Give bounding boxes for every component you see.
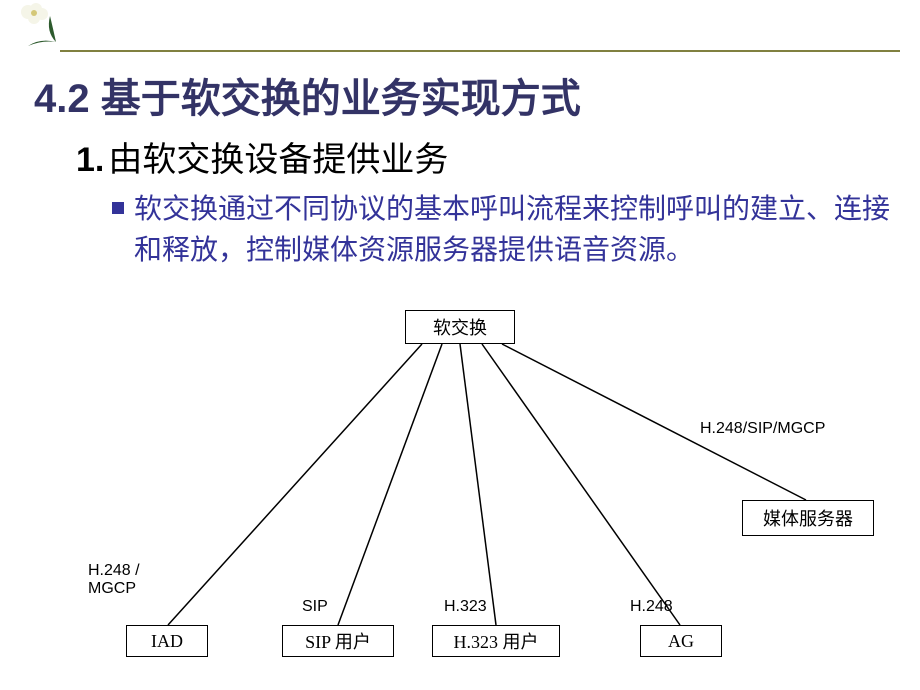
- edge-label: H.248: [630, 598, 673, 616]
- edge-label: H.323: [444, 598, 487, 616]
- edge-label: SIP: [302, 598, 328, 616]
- section-title: 4.2 基于软交换的业务实现方式: [34, 66, 581, 124]
- node-media: 媒体服务器: [742, 500, 874, 536]
- node-h323: H.323 用户: [432, 625, 560, 657]
- node-ag: AG: [640, 625, 722, 657]
- bullet-square-icon: [112, 202, 124, 214]
- body-paragraph: 软交换通过不同协议的基本呼叫流程来控制呼叫的建立、连接和释放，控制媒体资源服务器…: [134, 190, 894, 271]
- flower-icon: [6, 2, 66, 52]
- subtitle-text: 由软交换设备提供业务: [108, 142, 448, 179]
- node-iad: IAD: [126, 625, 208, 657]
- node-root: 软交换: [405, 310, 515, 344]
- node-sip: SIP 用户: [282, 625, 394, 657]
- header-divider: [60, 50, 900, 52]
- edge-label: H.248/SIP/MGCP: [700, 420, 825, 438]
- edge-label: H.248 / MGCP: [88, 562, 140, 598]
- subtitle-number: 1.: [76, 141, 104, 179]
- subtitle-row: 1. 由软交换设备提供业务: [76, 132, 448, 181]
